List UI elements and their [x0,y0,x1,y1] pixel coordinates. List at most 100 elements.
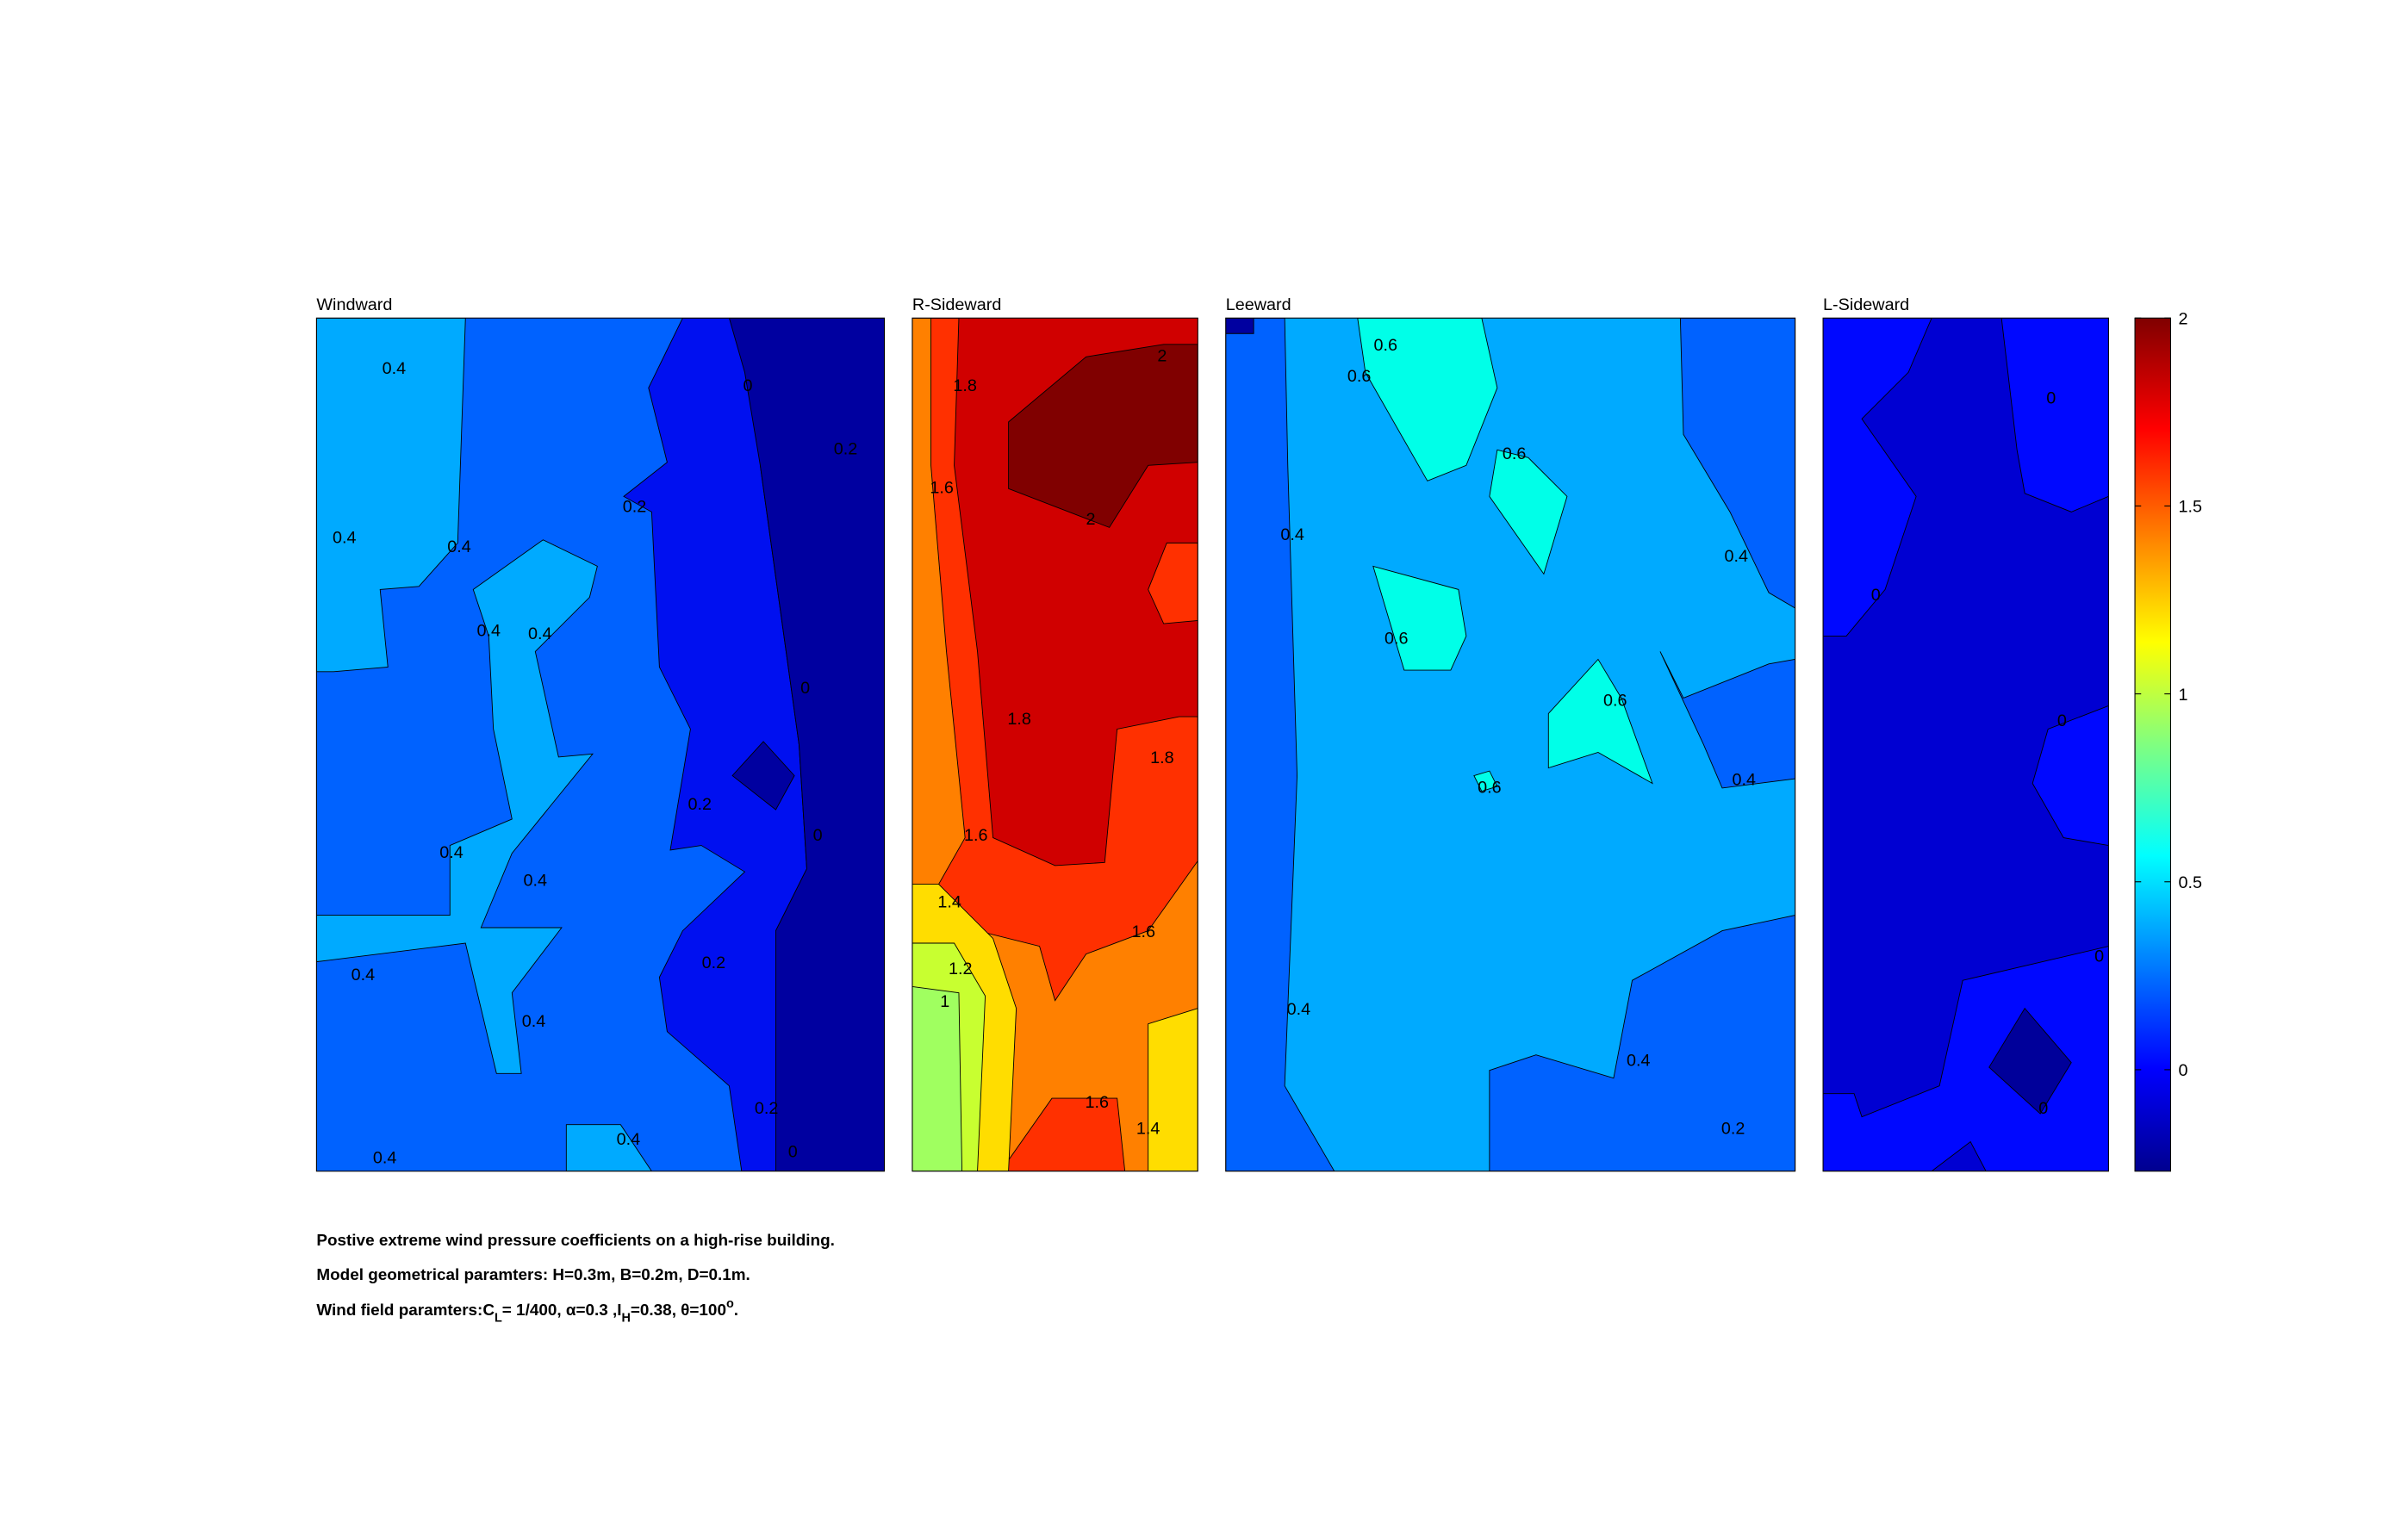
contour-label: 0.4 [352,966,376,985]
contour-region [1000,1097,1126,1171]
contour-label: 0.6 [1347,367,1372,386]
contour-label: 0 [788,1143,798,1162]
contour-region [912,985,963,1171]
caption-text: =0.38, θ=100 [631,1301,726,1320]
contour-label: 0.6 [1503,444,1527,463]
contour-region [1148,1008,1198,1171]
contour-region [731,741,795,811]
caption-text: = 1/400, α=0.3 ,I [502,1301,622,1320]
contour-label: 1.6 [964,826,988,845]
contour-label: 0.4 [524,871,548,890]
colorbar-axis: 0 0.5 1 1.5 2 [2135,309,2202,1080]
contour-region [1148,542,1198,624]
contour-region [1357,318,1498,481]
colorbar [2134,317,2172,1172]
contour-panel: R-Sideward 1.8 2 1.6 2 1.8 1.8 1.6 1.4 1.21 1.6 1.6… [912,295,1198,1172]
contour-label: 1.2 [949,960,973,978]
contour-region [316,539,598,1074]
contour-label: 1.8 [1007,710,1031,729]
contour-label: 0.2 [834,440,858,459]
contour-region [1372,565,1467,671]
contour-label: 0 [744,376,753,395]
contour-fill [912,318,1198,1171]
contour-label: 1.8 [1150,748,1174,767]
contour-label: 0.4 [1280,525,1304,544]
panel-frame [1822,317,2109,1172]
contour-fill [1225,318,1795,1171]
contour-label: 0.4 [1627,1051,1651,1070]
contour-label: 0.2 [688,795,712,814]
contour-label: 1.6 [1131,922,1155,941]
caption-sup: o [726,1297,734,1311]
contour-region [1473,770,1498,792]
contour-region [1008,344,1198,528]
contour-region [316,318,466,673]
contour-label: 1.4 [937,893,961,912]
contour-fill [316,318,885,1171]
contour-label: 1.6 [1085,1093,1109,1112]
panel-frame [315,317,886,1172]
contour-label: 0.4 [477,621,501,640]
panel-title: Leeward [1226,295,1291,314]
contour-region [1547,658,1653,785]
contour-label: 0.2 [1721,1120,1745,1139]
contour-region [1823,318,1932,637]
caption-line: Model geometrical paramters: H=0.3m, B=0… [316,1266,750,1284]
contour-label: 0.4 [522,1012,546,1031]
contour-label: 1.8 [953,376,977,395]
colorbar-tick-label: 1.5 [2178,498,2202,517]
caption-line: Postive extreme wind pressure coefficien… [316,1232,834,1250]
contour-label: 1.4 [1136,1120,1160,1139]
colorbar-tick-label: 0 [2178,1061,2187,1080]
contour-region [1489,449,1568,575]
contour-region [1225,318,1335,1171]
contour-label: 0.4 [1287,1000,1311,1019]
contour-label: 0.2 [623,497,647,516]
panel-title: R-Sideward [912,295,1001,314]
colorbar-tick-label: 1 [2178,686,2187,705]
contour-label: 1 [940,992,949,1011]
contour-label: 0 [2046,388,2056,407]
contour-region [1659,651,1795,789]
contour-label: 0 [2057,711,2067,730]
caption-sub: H [621,1311,630,1325]
contour-label: 0 [2038,1099,2048,1118]
caption-text: Wind field paramters:C [316,1301,495,1320]
contour-label: 0 [800,679,810,698]
panel-frame [912,317,1198,1172]
contour-region [2032,705,2109,847]
caption-sub: L [495,1311,502,1325]
contour-label: 0.4 [617,1130,641,1149]
contour-label: 0.4 [383,359,407,378]
colorbar-tick-label: 0.5 [2178,873,2202,892]
contour-label: 0.4 [373,1149,397,1168]
contour-region [1823,946,2109,1171]
contour-region [1931,1140,1987,1171]
panel-frame [1225,317,1796,1172]
contour-label: 0.2 [755,1099,779,1118]
panels: Windward 0.4 0.4 0.4 0.4 0.4 0.4 0.4 0.4 0.4 0.4 0.… [315,295,2109,1172]
contour-label: 0.6 [1478,778,1502,797]
contour-fill [1823,318,2109,1171]
contour-label: 0.6 [1373,336,1397,355]
contour-region [728,318,885,1171]
contour-region [1225,318,1254,334]
contour-label: 1.6 [930,479,954,498]
colorbar-tick-label: 2 [2178,309,2187,328]
panel-title: Windward [316,295,392,314]
caption-line: Wind field paramters:CL= 1/400, α=0.3 ,I… [316,1297,738,1325]
contour-panel: L-Sideward 0 0 0 0 0 [1822,295,2109,1172]
contour-label: 0 [1871,586,1881,605]
panel-title: L-Sideward [1823,295,1909,314]
contour-panel: Windward 0.4 0.4 0.4 0.4 0.4 0.4 0.4 0.4 0.4 0.4 0.… [315,295,886,1172]
contour-region [2000,318,2109,512]
contour-region [1489,915,1795,1171]
contour-label: 0 [2094,947,2104,966]
caption-text: . [734,1301,738,1320]
contour-label: 0.4 [439,843,464,862]
contour-label: 0.4 [333,528,357,547]
contour-label: 0 [813,826,823,845]
